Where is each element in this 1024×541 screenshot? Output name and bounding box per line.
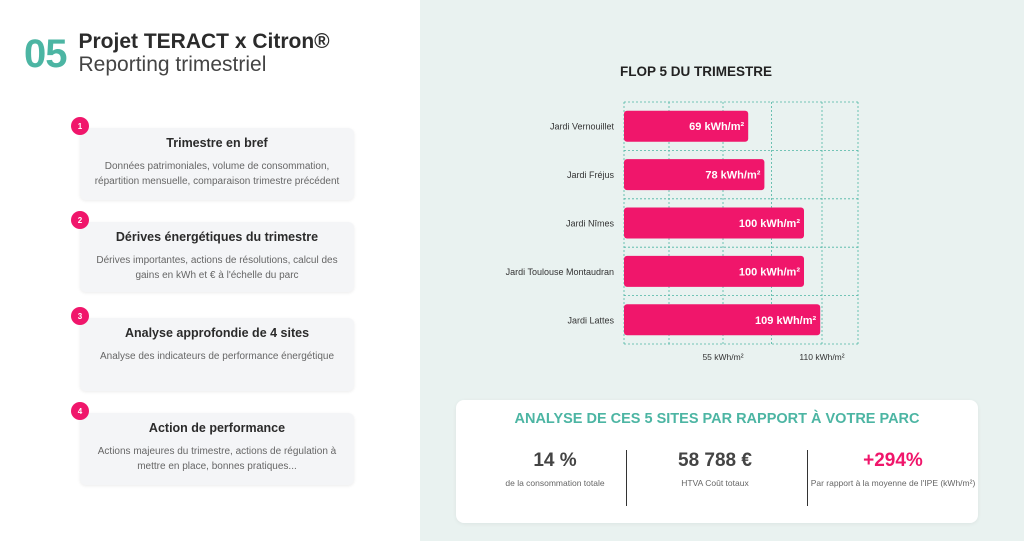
stat-value: 14 %	[533, 450, 577, 471]
card-title: Dérives énergétiques du trimestre	[115, 230, 319, 244]
card-derives-energetiques: 2 Dérives énergétiques du trimestre Déri…	[71, 211, 354, 292]
bar-1	[624, 110, 749, 142]
left-column: 05 Projet TERACT x Citron® Reporting tri…	[0, 0, 420, 541]
page-header: 05 Projet TERACT x Citron® Reporting tri…	[24, 30, 330, 77]
bar-value-label: 100 kWh/m²	[739, 218, 800, 230]
bar-3	[624, 207, 804, 239]
stat-label: Par rapport à la moyenne de l'IPE (kWh/m…	[810, 478, 976, 488]
category-label: Jardi Fréjus	[567, 170, 615, 180]
bar-value-label: 69 kWh/m²	[689, 121, 744, 133]
stat-label: de la consommation totale	[505, 478, 605, 488]
stat-cost: 58 788 € HTVA Coût totaux	[630, 450, 800, 490]
bar-2	[624, 159, 765, 191]
card-title: Trimestre en bref	[166, 136, 268, 150]
bar-value-label: 109 kWh/m²	[755, 315, 816, 327]
x-tick-label: 110 kWh/m²	[799, 352, 844, 362]
section-number: 05	[24, 31, 67, 76]
card-description: Dérives importantes, actions de résoluti…	[96, 255, 338, 281]
page-subtitle: Reporting trimestriel	[78, 53, 267, 77]
flop5-bar-chart: Jardi Vernouillet 69 kWh/m² Jardi Fréjus 78…	[506, 101, 859, 362]
panel-title: ANALYSE DE CES 5 SITES PAR RAPPORT À VOT…	[514, 411, 920, 427]
bar-5	[624, 304, 821, 336]
category-label: Jardi Nîmes	[566, 219, 615, 229]
card-description: Données patrimoniales, volume de consomm…	[94, 161, 340, 187]
card-badge: 4	[71, 402, 89, 420]
bar-value-label: 78 kWh/m²	[705, 170, 760, 182]
bar-value-label: 100 kWh/m²	[739, 266, 800, 278]
category-label: Jardi Lattes	[567, 315, 614, 325]
header-titles: Projet TERACT x Citron® Reporting trimes…	[79, 30, 330, 77]
card-analyse-approfondie: 3 Analyse approfondie de 4 sites Analyse…	[71, 307, 354, 391]
stat-value: +294%	[863, 450, 923, 471]
card-badge: 1	[71, 117, 89, 135]
card-title: Analyse approfondie de 4 sites	[124, 326, 310, 340]
analysis-panel: ANALYSE DE CES 5 SITES PAR RAPPORT À VOT…	[456, 400, 978, 523]
stat-divider	[807, 450, 808, 506]
card-badge: 3	[71, 307, 89, 325]
card-description: Analyse des indicateurs de performance é…	[99, 351, 335, 362]
stat-value: 58 788 €	[678, 450, 752, 471]
x-tick-label: 55 kWh/m²	[702, 352, 743, 362]
card-title: Action de performance	[148, 421, 286, 435]
category-label: Jardi Toulouse Montaudran	[506, 267, 614, 277]
stat-ipe: +294% Par rapport à la moyenne de l'IPE …	[808, 450, 978, 490]
card-action-performance: 4 Action de performance Actions majeures…	[71, 402, 354, 485]
category-label: Jardi Vernouillet	[550, 122, 615, 132]
card-trimestre-en-bref: 1 Trimestre en bref Données patrimoniale…	[71, 117, 354, 200]
chart-title: FLOP 5 DU TRIMESTRE	[620, 64, 773, 79]
bar-4	[624, 255, 804, 287]
stat-label: HTVA Coût totaux	[681, 478, 749, 488]
stat-divider	[626, 450, 627, 506]
card-description: Actions majeures du trimestre, actions d…	[97, 446, 337, 472]
card-badge: 2	[71, 211, 89, 229]
page-title: Projet TERACT x Citron®	[78, 30, 330, 53]
stat-consumption: 14 % de la consommation totale	[470, 450, 640, 490]
